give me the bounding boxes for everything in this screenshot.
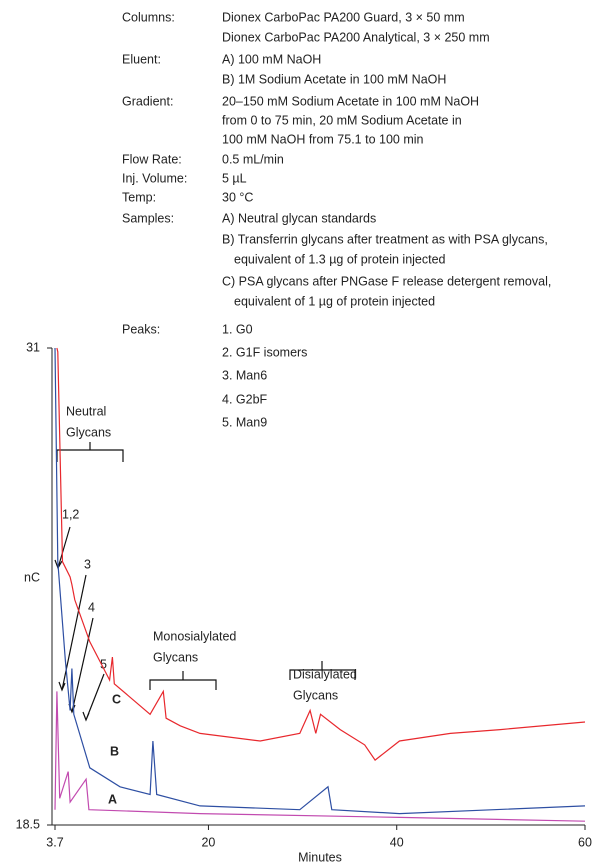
bracket	[149, 671, 217, 690]
condition-label: Eluent:	[122, 52, 161, 66]
trace-label: B	[110, 744, 119, 758]
condition-value: 0.5 mL/min	[222, 152, 284, 166]
y-tick-label: 18.5	[16, 817, 40, 831]
axes	[51, 348, 585, 826]
annotation: Glycans	[153, 650, 198, 664]
condition-label: Flow Rate:	[122, 152, 182, 166]
annotation: 5	[100, 657, 107, 671]
condition-value: 5. Man9	[222, 415, 267, 429]
x-tick-label: 40	[390, 835, 404, 849]
condition-label: Temp:	[122, 190, 156, 204]
arrows	[54, 526, 105, 722]
condition-value: 20–150 mM Sodium Acetate in 100 mM NaOH	[222, 94, 479, 108]
annotation: Glycans	[293, 688, 338, 702]
annotation: Monosialylated	[153, 629, 236, 643]
x-axis-label: Minutes	[298, 850, 342, 864]
condition-label: Inj. Volume:	[122, 171, 187, 185]
annotation: Disialylated	[293, 667, 357, 681]
bracket	[56, 442, 124, 462]
condition-value: equivalent of 1 µg of protein injected	[234, 294, 435, 308]
condition-value: equivalent of 1.3 µg of protein injected	[234, 252, 446, 266]
annotation: Neutral	[66, 404, 106, 418]
annotation: 4	[88, 600, 95, 614]
trace-label: A	[108, 792, 117, 806]
condition-value: 2. G1F isomers	[222, 345, 307, 359]
condition-value: 100 mM NaOH from 75.1 to 100 min	[222, 132, 424, 146]
condition-value: 30 °C	[222, 190, 253, 204]
condition-value: A) 100 mM NaOH	[222, 52, 321, 66]
annotation: 1,2	[62, 507, 79, 521]
condition-label: Columns:	[122, 10, 175, 24]
condition-value: 3. Man6	[222, 368, 267, 382]
condition-value: 4. G2bF	[222, 392, 268, 406]
condition-label: Peaks:	[122, 322, 160, 336]
x-tick-label: 60	[578, 835, 592, 849]
condition-value: Dionex CarboPac PA200 Analytical, 3 × 25…	[222, 30, 490, 44]
y-axis-label: nC	[24, 570, 40, 584]
annotation: Glycans	[66, 425, 111, 439]
x-tick-label: 3.7	[46, 835, 63, 849]
condition-value: C) PSA glycans after PNGase F release de…	[222, 274, 551, 288]
condition-value: 1. G0	[222, 322, 253, 336]
condition-value: from 0 to 75 min, 20 mM Sodium Acetate i…	[222, 113, 462, 127]
condition-value: A) Neutral glycan standards	[222, 211, 376, 225]
condition-value: B) Transferrin glycans after treatment a…	[222, 232, 548, 246]
trace	[54, 347, 586, 815]
condition-label: Samples:	[122, 211, 174, 225]
condition-value: B) 1M Sodium Acetate in 100 mM NaOH	[222, 72, 446, 86]
trace	[54, 691, 586, 822]
annotation: 3	[84, 557, 91, 571]
bracket	[289, 661, 356, 680]
condition-value: 5 µL	[222, 171, 247, 185]
x-tick-label: 20	[201, 835, 215, 849]
condition-label: Gradient:	[122, 94, 173, 108]
trace-label: C	[112, 692, 121, 706]
trace	[56, 347, 586, 761]
y-tick-label: 31	[26, 340, 40, 354]
condition-value: Dionex CarboPac PA200 Guard, 3 × 50 mm	[222, 10, 465, 24]
